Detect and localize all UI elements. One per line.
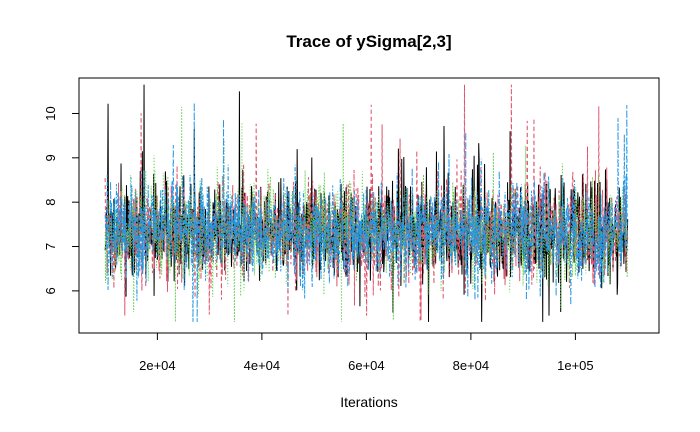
series-line-2 [104, 84, 629, 322]
y-axis: 6 7 8 9 10 [43, 106, 80, 294]
x-tick-label: 6e+04 [348, 358, 385, 373]
x-axis-label: Iterations [340, 394, 398, 410]
y-tick-label: 6 [43, 287, 58, 294]
series-layer [104, 84, 629, 322]
y-tick-label: 7 [43, 243, 58, 250]
x-tick-label: 8e+04 [453, 358, 490, 373]
series-line-4 [104, 102, 629, 322]
y-tick-label: 8 [43, 199, 58, 206]
chart-title: Trace of ySigma[2,3] [286, 32, 451, 51]
x-axis: 2e+04 4e+04 6e+04 8e+04 1e+05 [139, 332, 594, 373]
x-tick-label: 2e+04 [139, 358, 176, 373]
y-tick-label: 10 [43, 106, 58, 120]
y-tick-label: 9 [43, 154, 58, 161]
x-tick-label: 4e+04 [244, 358, 281, 373]
x-tick-label: 1e+05 [557, 358, 594, 373]
